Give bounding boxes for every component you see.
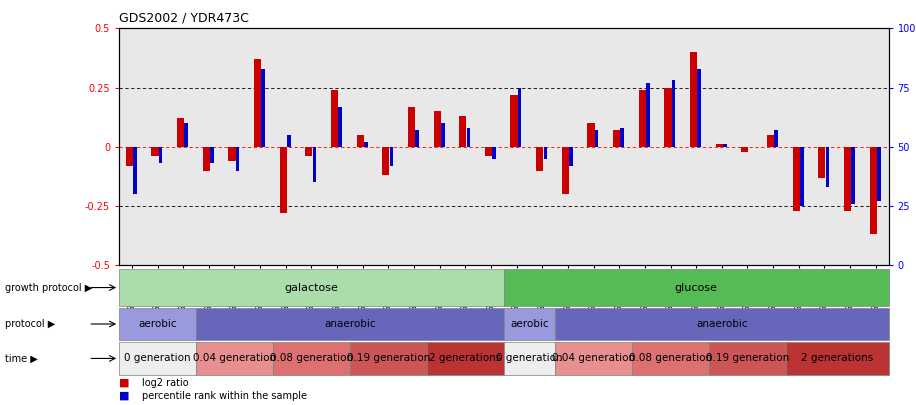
Text: aerobic: aerobic bbox=[510, 319, 549, 329]
Bar bbox=[433, 111, 441, 147]
Text: 0.19 generation: 0.19 generation bbox=[706, 354, 789, 363]
Bar bbox=[273, 342, 350, 375]
Bar bbox=[158, 147, 162, 163]
Bar bbox=[800, 147, 803, 206]
Bar bbox=[196, 308, 504, 340]
Bar bbox=[638, 90, 646, 147]
Bar bbox=[196, 342, 273, 375]
Bar bbox=[697, 68, 701, 147]
Bar bbox=[119, 308, 196, 340]
Text: growth protocol ▶: growth protocol ▶ bbox=[5, 283, 92, 292]
Text: log2 ratio: log2 ratio bbox=[142, 378, 189, 388]
Bar bbox=[235, 147, 239, 171]
Bar bbox=[825, 147, 829, 187]
Bar bbox=[177, 118, 184, 147]
Text: time ▶: time ▶ bbox=[5, 354, 38, 363]
Bar bbox=[504, 269, 889, 306]
Bar bbox=[844, 147, 851, 211]
Bar bbox=[184, 123, 188, 147]
Bar bbox=[715, 145, 723, 147]
Bar bbox=[415, 130, 419, 147]
Bar bbox=[228, 147, 235, 161]
Bar bbox=[543, 147, 547, 159]
Bar bbox=[427, 342, 504, 375]
Text: anaerobic: anaerobic bbox=[324, 319, 376, 329]
Bar bbox=[569, 147, 572, 166]
Text: 0 generation: 0 generation bbox=[496, 354, 562, 363]
Bar bbox=[382, 147, 389, 175]
Bar bbox=[632, 342, 709, 375]
Bar bbox=[261, 68, 265, 147]
Bar bbox=[536, 147, 543, 171]
Bar bbox=[792, 147, 800, 211]
Bar bbox=[504, 342, 555, 375]
Text: aerobic: aerobic bbox=[138, 319, 177, 329]
Bar bbox=[613, 130, 620, 147]
Bar bbox=[504, 308, 555, 340]
Bar bbox=[671, 81, 675, 147]
Bar bbox=[125, 147, 133, 166]
Text: 0 generation: 0 generation bbox=[125, 354, 191, 363]
Bar bbox=[459, 116, 466, 147]
Bar bbox=[786, 342, 889, 375]
Bar bbox=[741, 147, 748, 151]
Bar bbox=[562, 147, 569, 194]
Text: 0.08 generation: 0.08 generation bbox=[629, 354, 712, 363]
Bar bbox=[555, 342, 632, 375]
Text: percentile rank within the sample: percentile rank within the sample bbox=[142, 391, 307, 401]
Bar bbox=[202, 147, 210, 171]
Bar bbox=[774, 130, 778, 147]
Bar bbox=[818, 147, 825, 178]
Bar bbox=[331, 90, 338, 147]
Bar bbox=[389, 147, 393, 166]
Bar bbox=[518, 87, 521, 147]
Text: protocol ▶: protocol ▶ bbox=[5, 319, 55, 329]
Bar bbox=[119, 269, 504, 306]
Text: glucose: glucose bbox=[675, 283, 717, 292]
Bar bbox=[485, 147, 492, 156]
Bar bbox=[466, 128, 470, 147]
Bar bbox=[723, 145, 726, 147]
Text: ■: ■ bbox=[119, 391, 129, 401]
Bar bbox=[441, 123, 444, 147]
Text: GDS2002 / YDR473C: GDS2002 / YDR473C bbox=[119, 12, 249, 25]
Bar bbox=[119, 342, 196, 375]
Bar bbox=[356, 135, 364, 147]
Bar bbox=[350, 342, 427, 375]
Bar bbox=[709, 342, 786, 375]
Bar bbox=[254, 59, 261, 147]
Bar bbox=[151, 147, 158, 156]
Text: 0.19 generation: 0.19 generation bbox=[347, 354, 430, 363]
Text: 0.08 generation: 0.08 generation bbox=[270, 354, 353, 363]
Text: 2 generations: 2 generations bbox=[430, 354, 501, 363]
Text: anaerobic: anaerobic bbox=[696, 319, 747, 329]
Text: 0.04 generation: 0.04 generation bbox=[193, 354, 276, 363]
Text: 0.04 generation: 0.04 generation bbox=[552, 354, 635, 363]
Bar bbox=[767, 135, 774, 147]
Bar bbox=[555, 308, 889, 340]
Bar bbox=[510, 95, 518, 147]
Bar bbox=[287, 135, 290, 147]
Bar bbox=[364, 142, 367, 147]
Text: ■: ■ bbox=[119, 378, 129, 388]
Bar bbox=[877, 147, 880, 201]
Bar bbox=[133, 147, 136, 194]
Bar bbox=[492, 147, 496, 159]
Bar bbox=[869, 147, 877, 234]
Bar bbox=[305, 147, 312, 156]
Bar bbox=[210, 147, 213, 163]
Text: galactose: galactose bbox=[285, 283, 338, 292]
Bar bbox=[408, 107, 415, 147]
Bar bbox=[338, 107, 342, 147]
Bar bbox=[594, 130, 598, 147]
Bar bbox=[851, 147, 855, 204]
Bar bbox=[587, 123, 594, 147]
Bar bbox=[690, 52, 697, 147]
Bar bbox=[312, 147, 316, 182]
Text: 2 generations: 2 generations bbox=[802, 354, 873, 363]
Bar bbox=[664, 87, 671, 147]
Bar bbox=[620, 128, 624, 147]
Bar bbox=[646, 83, 649, 147]
Bar bbox=[279, 147, 287, 213]
